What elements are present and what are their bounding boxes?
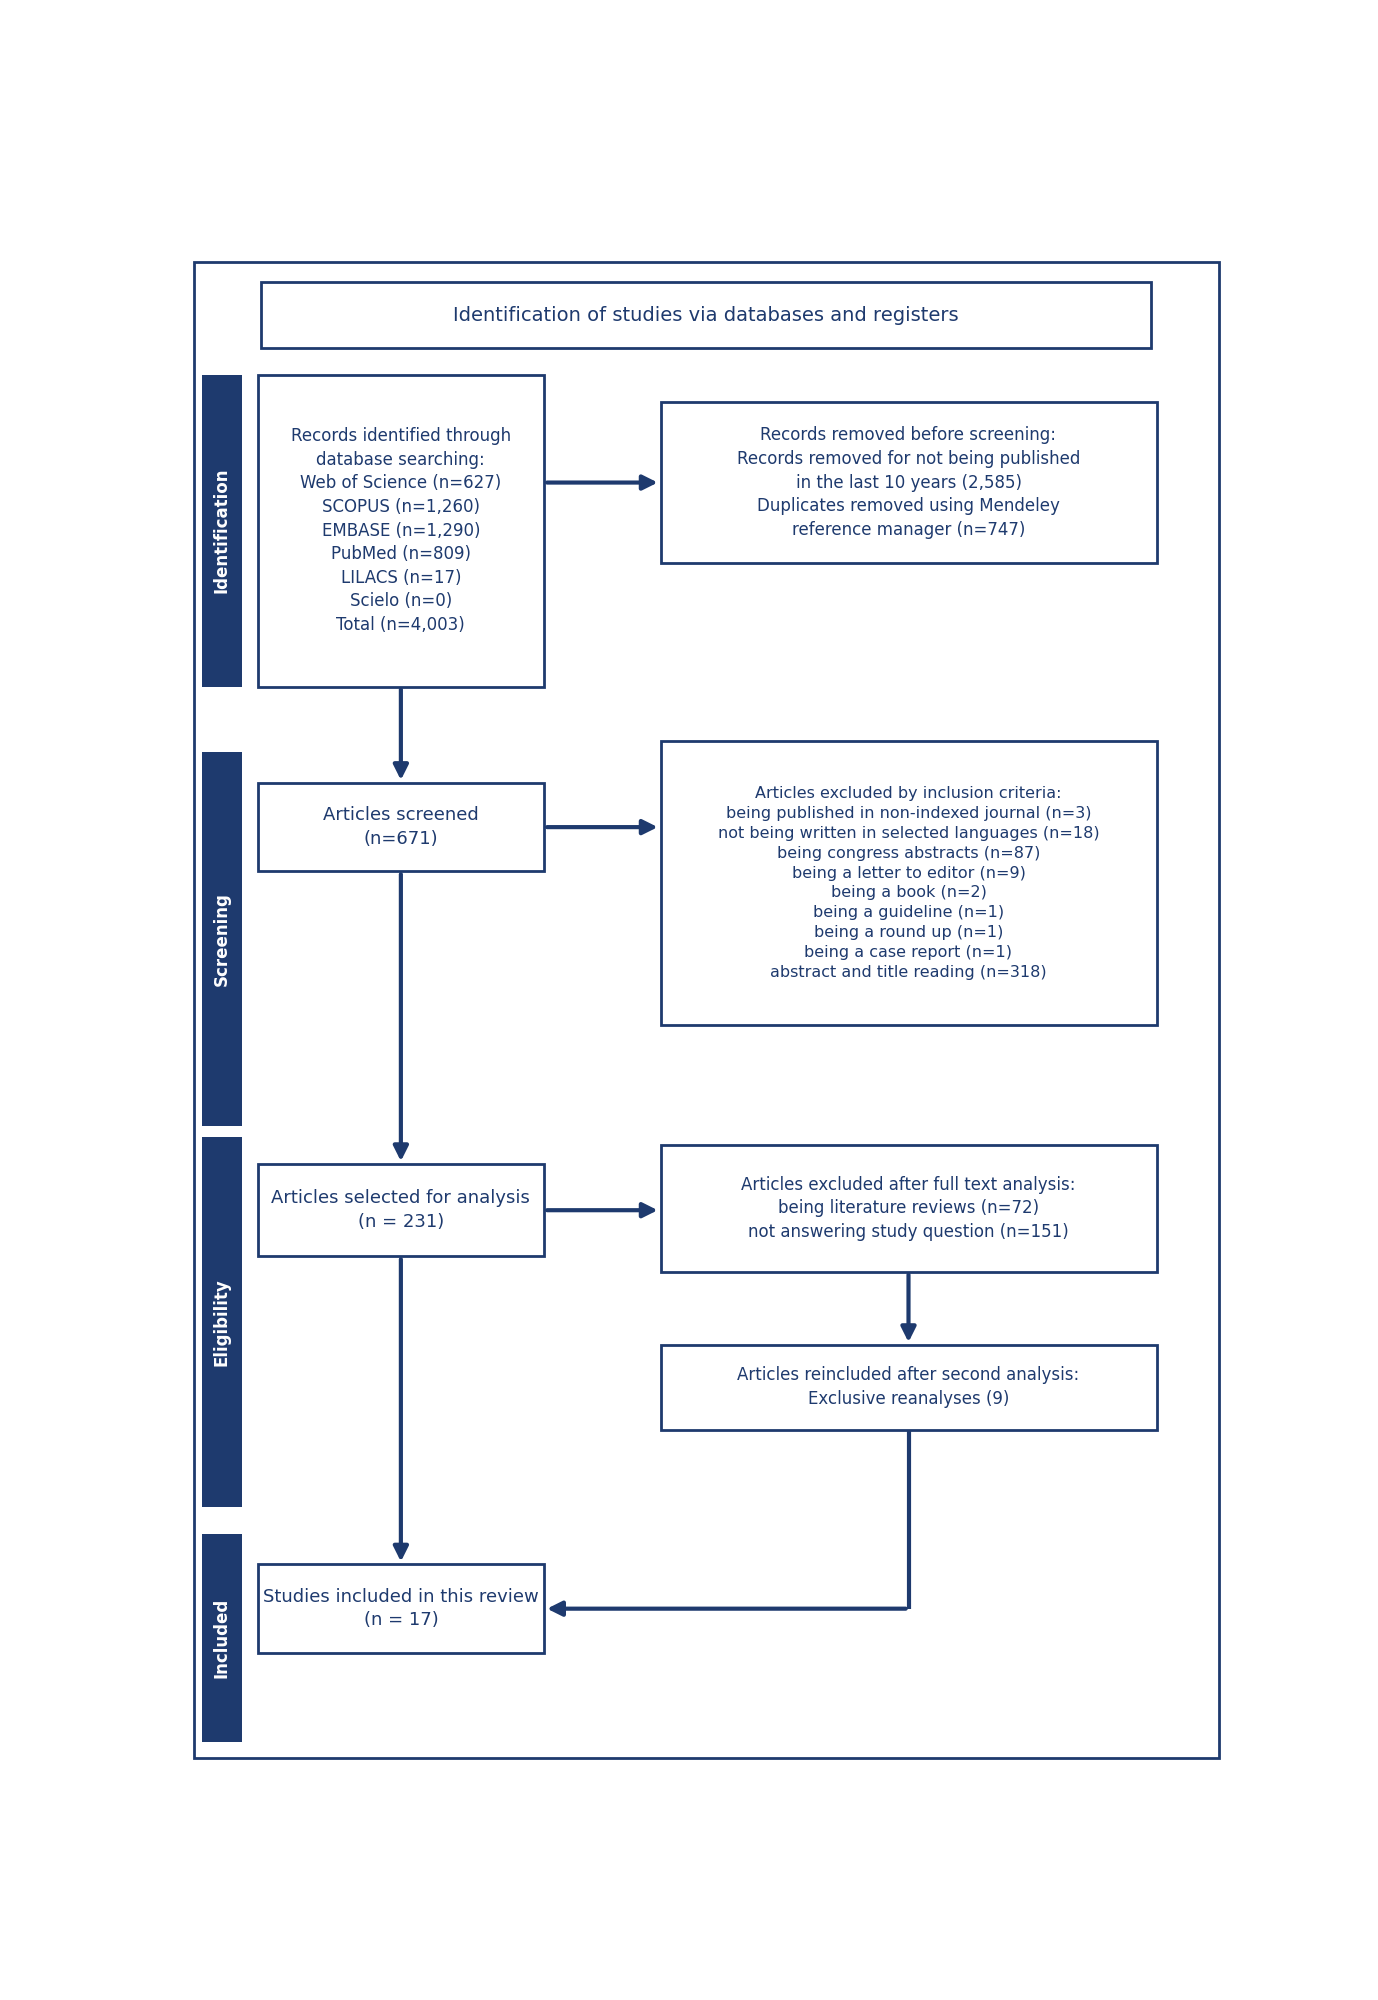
Text: Records identified through
database searching:
Web of Science (n=627)
SCOPUS (n=: Records identified through database sear… <box>291 428 511 634</box>
Text: Identification of studies via databases and registers: Identification of studies via databases … <box>453 306 959 324</box>
FancyBboxPatch shape <box>201 752 243 1126</box>
Text: Included: Included <box>212 1598 232 1678</box>
Text: Studies included in this review
(n = 17): Studies included in this review (n = 17) <box>263 1588 539 1630</box>
Text: Records removed before screening:
Records removed for not being published
in the: Records removed before screening: Record… <box>737 426 1080 538</box>
FancyBboxPatch shape <box>660 740 1156 1026</box>
FancyBboxPatch shape <box>258 1564 544 1652</box>
Text: Articles selected for analysis
(n = 231): Articles selected for analysis (n = 231) <box>271 1190 531 1230</box>
Text: Eligibility: Eligibility <box>212 1278 232 1366</box>
FancyBboxPatch shape <box>660 1144 1156 1272</box>
Text: Articles screened
(n=671): Articles screened (n=671) <box>322 806 478 848</box>
FancyBboxPatch shape <box>262 282 1151 348</box>
FancyBboxPatch shape <box>258 782 544 872</box>
Text: Articles excluded after full text analysis:
being literature reviews (n=72)
not : Articles excluded after full text analys… <box>741 1176 1076 1240</box>
FancyBboxPatch shape <box>660 402 1156 564</box>
FancyBboxPatch shape <box>201 1138 243 1506</box>
Text: Articles excluded by inclusion criteria:
being published in non-indexed journal : Articles excluded by inclusion criteria:… <box>718 786 1100 980</box>
Text: Screening: Screening <box>212 892 232 986</box>
FancyBboxPatch shape <box>201 374 243 686</box>
FancyBboxPatch shape <box>258 374 544 686</box>
FancyBboxPatch shape <box>201 1534 243 1742</box>
Text: Identification: Identification <box>212 468 232 594</box>
FancyBboxPatch shape <box>258 1164 544 1256</box>
Text: Articles reincluded after second analysis:
Exclusive reanalyses (9): Articles reincluded after second analysi… <box>737 1366 1079 1408</box>
FancyBboxPatch shape <box>660 1344 1156 1430</box>
FancyBboxPatch shape <box>194 262 1218 1758</box>
